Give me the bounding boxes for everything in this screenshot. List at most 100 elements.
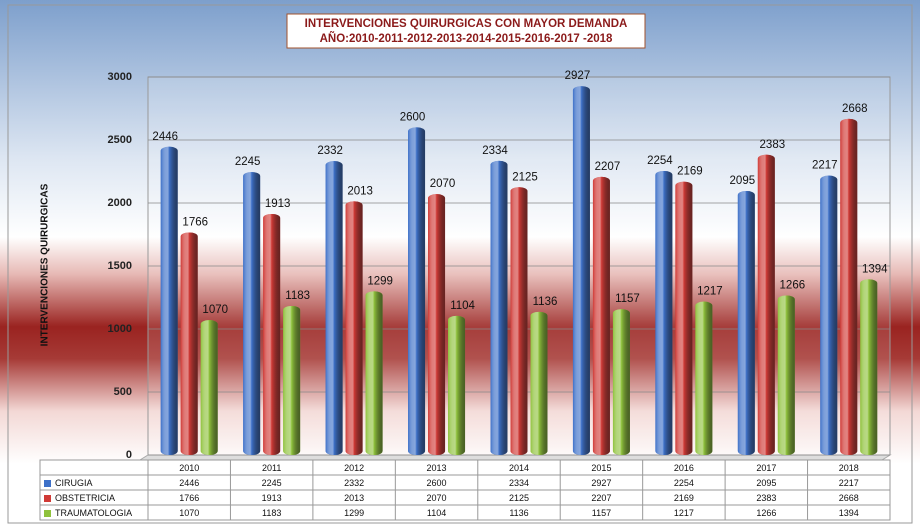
bar-group [490,160,508,455]
bar-group [655,170,673,455]
bar-shade [448,315,466,455]
x-tick-label: 2014 [509,463,529,473]
table-value: 2013 [344,493,364,503]
data-label: 1104 [450,300,475,312]
y-tick-label: 1500 [108,260,132,272]
chart-subtitle: AÑO:2010-2011-2012-2013-2014-2015-2016-2… [320,32,613,45]
bar-shade [695,301,713,455]
bar-group [325,161,343,455]
table-value: 2927 [591,478,611,488]
data-label: 2125 [512,171,538,183]
table-value: 2095 [756,478,776,488]
data-label: 2383 [760,139,786,151]
x-tick-label: 2010 [179,463,199,473]
bar-shade [675,181,693,455]
bar-shade [428,194,446,455]
bar-shade [160,146,178,455]
bar-group [345,201,363,455]
y-tick-label: 1000 [108,323,132,335]
table-value: 1136 [509,508,528,518]
bar-group [428,194,446,455]
data-label: 1266 [780,280,806,292]
bar-shade [572,86,590,455]
data-label: 1217 [697,286,723,298]
bar-group [572,86,590,455]
data-label: 2207 [595,161,621,173]
table-value: 2334 [509,478,529,488]
bar-group [510,187,528,455]
table-value: 2070 [427,493,447,503]
bar-group [180,232,198,455]
bar-shade [490,160,508,455]
bar-shade [200,320,218,455]
data-label: 2217 [812,160,838,172]
table-value: 2383 [756,493,776,503]
bar-shade [860,279,878,455]
x-tick-label: 2016 [674,463,694,473]
data-label: 2668 [842,103,868,115]
bar-group [200,320,218,455]
data-label: 2245 [235,156,261,168]
bar-shade [365,291,383,455]
bar-shade [840,118,858,455]
data-label: 2334 [482,145,508,157]
table-value: 2169 [674,493,694,503]
legend-label: OBSTETRICIA [55,493,115,503]
bar-shade [530,311,548,455]
table-value: 1183 [262,508,281,518]
data-label: 1766 [182,217,208,229]
data-label: 2095 [730,175,756,187]
bar-group [530,311,548,455]
bar-group [592,176,610,455]
x-tick-label: 2017 [756,463,776,473]
bar-group [777,295,795,455]
table-value: 2217 [839,478,859,488]
data-label: 1183 [285,290,310,302]
table-value: 2668 [839,493,859,503]
x-tick-label: 2018 [839,463,859,473]
y-tick-label: 500 [114,386,132,398]
bar-group [675,181,693,455]
bar-shade [737,191,755,455]
data-label: 2169 [677,166,703,178]
bar-shade [180,232,198,455]
bar-group [408,127,426,456]
bar-shade [243,172,261,455]
bar-shade [757,154,775,455]
bar-group [840,118,858,455]
legend-swatch [44,495,51,502]
bar-group [737,191,755,455]
data-label: 2600 [400,111,426,123]
bar-shade [820,175,838,455]
bar-group [243,172,261,455]
y-tick-label: 3000 [108,71,132,83]
table-value: 1913 [262,493,282,503]
bar-group [757,154,775,455]
bar-group [448,315,466,455]
table-value: 2446 [179,478,199,488]
data-label: 1913 [265,198,291,210]
bar-group [283,305,301,455]
table-value: 1394 [839,508,859,518]
data-label: 1157 [615,293,640,305]
x-tick-label: 2011 [262,463,281,473]
bar-group [612,309,630,455]
chart-frame [7,4,913,524]
data-label: 1070 [202,304,228,316]
table-value: 1070 [179,508,199,518]
x-tick-label: 2013 [427,463,447,473]
data-label: 1136 [533,296,558,308]
table-value: 1104 [427,508,446,518]
table-value: 2245 [262,478,282,488]
bar-group [263,213,281,455]
bar-shade [612,309,630,455]
data-label: 2446 [152,131,178,143]
x-tick-label: 2012 [344,463,364,473]
data-label: 2332 [317,145,343,157]
bar-group [365,291,383,455]
data-label: 1394 [862,263,888,275]
bar-shade [283,305,301,455]
table-value: 2125 [509,493,529,503]
